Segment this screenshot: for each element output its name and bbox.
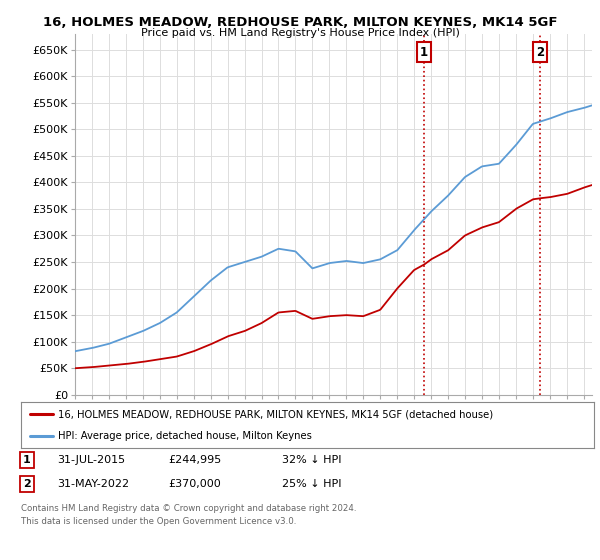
Text: 1: 1 — [420, 46, 428, 59]
Text: 2: 2 — [536, 46, 544, 59]
Text: 16, HOLMES MEADOW, REDHOUSE PARK, MILTON KEYNES, MK14 5GF: 16, HOLMES MEADOW, REDHOUSE PARK, MILTON… — [43, 16, 557, 29]
Text: 32% ↓ HPI: 32% ↓ HPI — [282, 455, 341, 465]
Text: 16, HOLMES MEADOW, REDHOUSE PARK, MILTON KEYNES, MK14 5GF (detached house): 16, HOLMES MEADOW, REDHOUSE PARK, MILTON… — [58, 409, 493, 419]
Text: 2: 2 — [23, 479, 31, 489]
Text: 25% ↓ HPI: 25% ↓ HPI — [282, 479, 341, 489]
Text: £244,995: £244,995 — [168, 455, 221, 465]
Text: 31-MAY-2022: 31-MAY-2022 — [57, 479, 129, 489]
Text: £370,000: £370,000 — [168, 479, 221, 489]
Text: HPI: Average price, detached house, Milton Keynes: HPI: Average price, detached house, Milt… — [58, 431, 312, 441]
Text: 31-JUL-2015: 31-JUL-2015 — [57, 455, 125, 465]
Text: Price paid vs. HM Land Registry's House Price Index (HPI): Price paid vs. HM Land Registry's House … — [140, 28, 460, 38]
Text: 1: 1 — [23, 455, 31, 465]
Text: Contains HM Land Registry data © Crown copyright and database right 2024.
This d: Contains HM Land Registry data © Crown c… — [21, 504, 356, 525]
